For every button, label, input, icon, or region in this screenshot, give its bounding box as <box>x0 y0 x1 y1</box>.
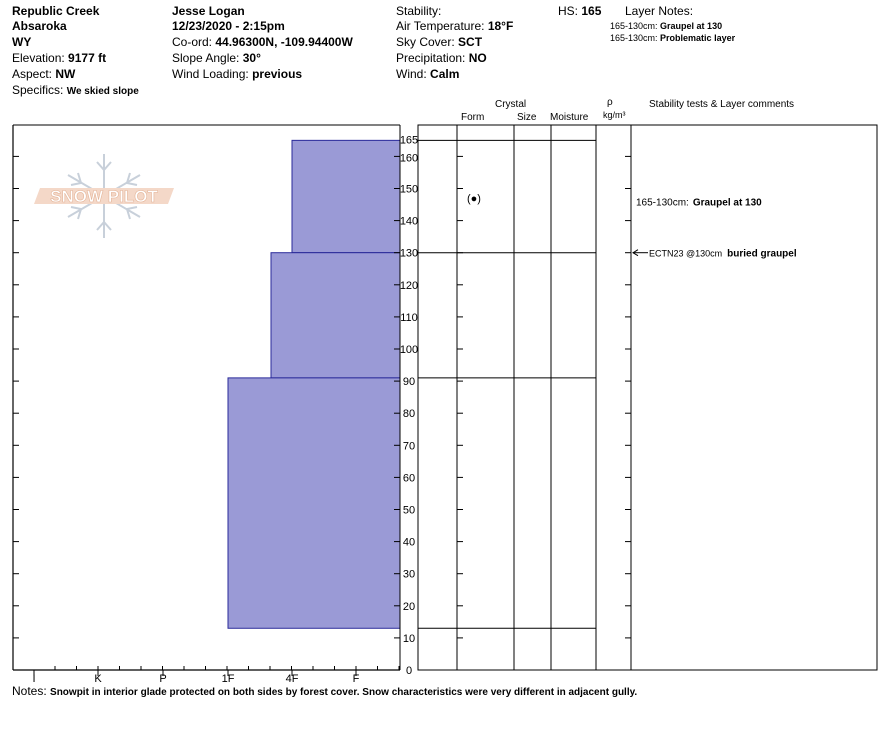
x-tick-label: P <box>159 673 166 685</box>
elevation-field: Elevation: 9177 ft <box>12 51 106 66</box>
form-header: Form <box>461 112 485 123</box>
observation-datetime: 12/23/2020 - 2:15pm <box>172 19 285 33</box>
hs-label: HS: <box>558 4 579 18</box>
location-name: Republic Creek <box>12 4 100 18</box>
y-tick-label: 120 <box>400 280 418 292</box>
y-tick-label: 30 <box>403 569 415 581</box>
stability-test-result: ECTN23 @130cm buried graupel <box>649 249 797 260</box>
precip-value: NO <box>468 51 487 65</box>
arrow-head-icon <box>632 249 639 257</box>
y-tick-label: 150 <box>400 184 418 196</box>
crystal-form-symbol: (●) <box>467 193 481 205</box>
hardness-layer-bar <box>270 252 401 379</box>
slope-value: 30° <box>242 51 261 65</box>
hs-value: 165 <box>581 4 602 18</box>
snowpilot-logo: SNOW PILOT <box>34 154 174 238</box>
stability-label: Stability: <box>396 4 442 18</box>
layer-note: 165-130cm: Graupel at 130 <box>610 21 723 31</box>
y-tick-label: 100 <box>400 344 418 356</box>
y-tick-label: 0 <box>406 665 412 677</box>
coord-field: Co-ord: 44.96300N, -109.94400W <box>172 35 353 50</box>
aspect-field: Aspect: NW <box>12 67 75 82</box>
coord-label: Co-ord: <box>172 35 213 49</box>
y-tick-label: 10 <box>403 633 415 645</box>
notes-text: Snowpit in interior glade protected on b… <box>50 687 638 698</box>
y-tick-label: 165 <box>400 134 418 146</box>
slope-field: Slope Angle: 30° <box>172 51 261 66</box>
y-tick-label: 140 <box>400 216 418 228</box>
x-tick-label: 4F <box>286 673 299 685</box>
aspect-label: Aspect: <box>12 67 53 81</box>
density-rho-header: ρ <box>607 97 613 108</box>
notes: Notes: Snowpit in interior glade protect… <box>12 684 637 699</box>
y-tick-label: 130 <box>400 248 418 260</box>
wind-loading-value: previous <box>252 67 303 81</box>
y-tick-label: 80 <box>403 408 415 420</box>
wind-label: Wind: <box>396 67 427 81</box>
stability-comments-header: Stability tests & Layer comments <box>649 99 795 110</box>
density-unit-header: kg/m³ <box>603 110 626 120</box>
wind-field: Wind: Calm <box>396 67 459 82</box>
moisture-header: Moisture <box>550 112 589 123</box>
snowflake-icon <box>67 154 141 238</box>
precip-field: Precipitation: NO <box>396 51 487 66</box>
y-tick-label: 160 <box>400 152 418 164</box>
air-temp-field: Air Temperature: 18°F <box>396 19 513 34</box>
state: WY <box>12 35 32 49</box>
hardness-layer-bar <box>227 377 401 629</box>
slope-label: Slope Angle: <box>172 51 240 65</box>
layer-comment: 165-130cm: Graupel at 130 <box>636 197 762 208</box>
hs-field: HS: 165 <box>558 4 601 19</box>
elevation-label: Elevation: <box>12 51 65 65</box>
specifics-value: We skied slope <box>66 86 139 97</box>
table-border <box>417 124 878 671</box>
logo-banner <box>34 188 174 204</box>
layer-notes-heading: Layer Notes: <box>625 4 694 18</box>
wind-value: Calm <box>430 67 460 81</box>
aspect-value: NW <box>55 67 76 81</box>
y-tick-label: 90 <box>403 376 415 388</box>
crystal-header: Crystal <box>495 99 527 110</box>
sky-cover-label: Sky Cover: <box>396 35 455 49</box>
observer-name: Jesse Logan <box>172 4 245 18</box>
coord-value: 44.96300N, -109.94400W <box>215 35 353 49</box>
stability-field: Stability: <box>396 4 441 19</box>
y-tick-label: 110 <box>400 312 418 324</box>
precip-label: Precipitation: <box>396 51 466 65</box>
x-tick-label: F <box>353 673 360 685</box>
layer-note: 165-130cm: Problematic layer <box>610 33 736 43</box>
y-tick-label: 70 <box>403 440 415 452</box>
x-tick-label: K <box>94 673 102 685</box>
specifics-field: Specifics: We skied slope <box>12 83 139 98</box>
logo-text: SNOW PILOT <box>50 187 158 206</box>
x-tick-label: 1F <box>222 673 235 685</box>
y-tick-label: 60 <box>403 472 415 484</box>
sky-cover-value: SCT <box>458 35 483 49</box>
mountain-range: Absaroka <box>12 19 67 33</box>
sky-cover-field: Sky Cover: SCT <box>396 35 482 50</box>
air-temp-value: 18°F <box>487 19 514 33</box>
y-tick-label: 50 <box>403 505 415 517</box>
x-tick-label: I <box>32 673 35 685</box>
elevation-value: 9177 ft <box>68 51 107 65</box>
wind-loading-field: Wind Loading: previous <box>172 67 302 82</box>
y-tick-label: 20 <box>403 601 415 613</box>
notes-label: Notes: <box>12 684 47 698</box>
chart-axes: 0 10 20 30 40 50 60 70 80 90 100 110 120 130 140 150 160… <box>12 124 631 685</box>
specifics-label: Specifics: <box>12 83 64 97</box>
layer-table: (●) 165-130cm: Graupel at 130 ECTN23 @130cm… <box>417 124 878 671</box>
size-header: Size <box>517 112 537 123</box>
hardness-layers <box>227 139 401 629</box>
wind-loading-label: Wind Loading: <box>172 67 249 81</box>
y-tick-label: 40 <box>403 537 415 549</box>
hardness-layer-bar <box>291 139 401 254</box>
air-temp-label: Air Temperature: <box>396 19 485 33</box>
